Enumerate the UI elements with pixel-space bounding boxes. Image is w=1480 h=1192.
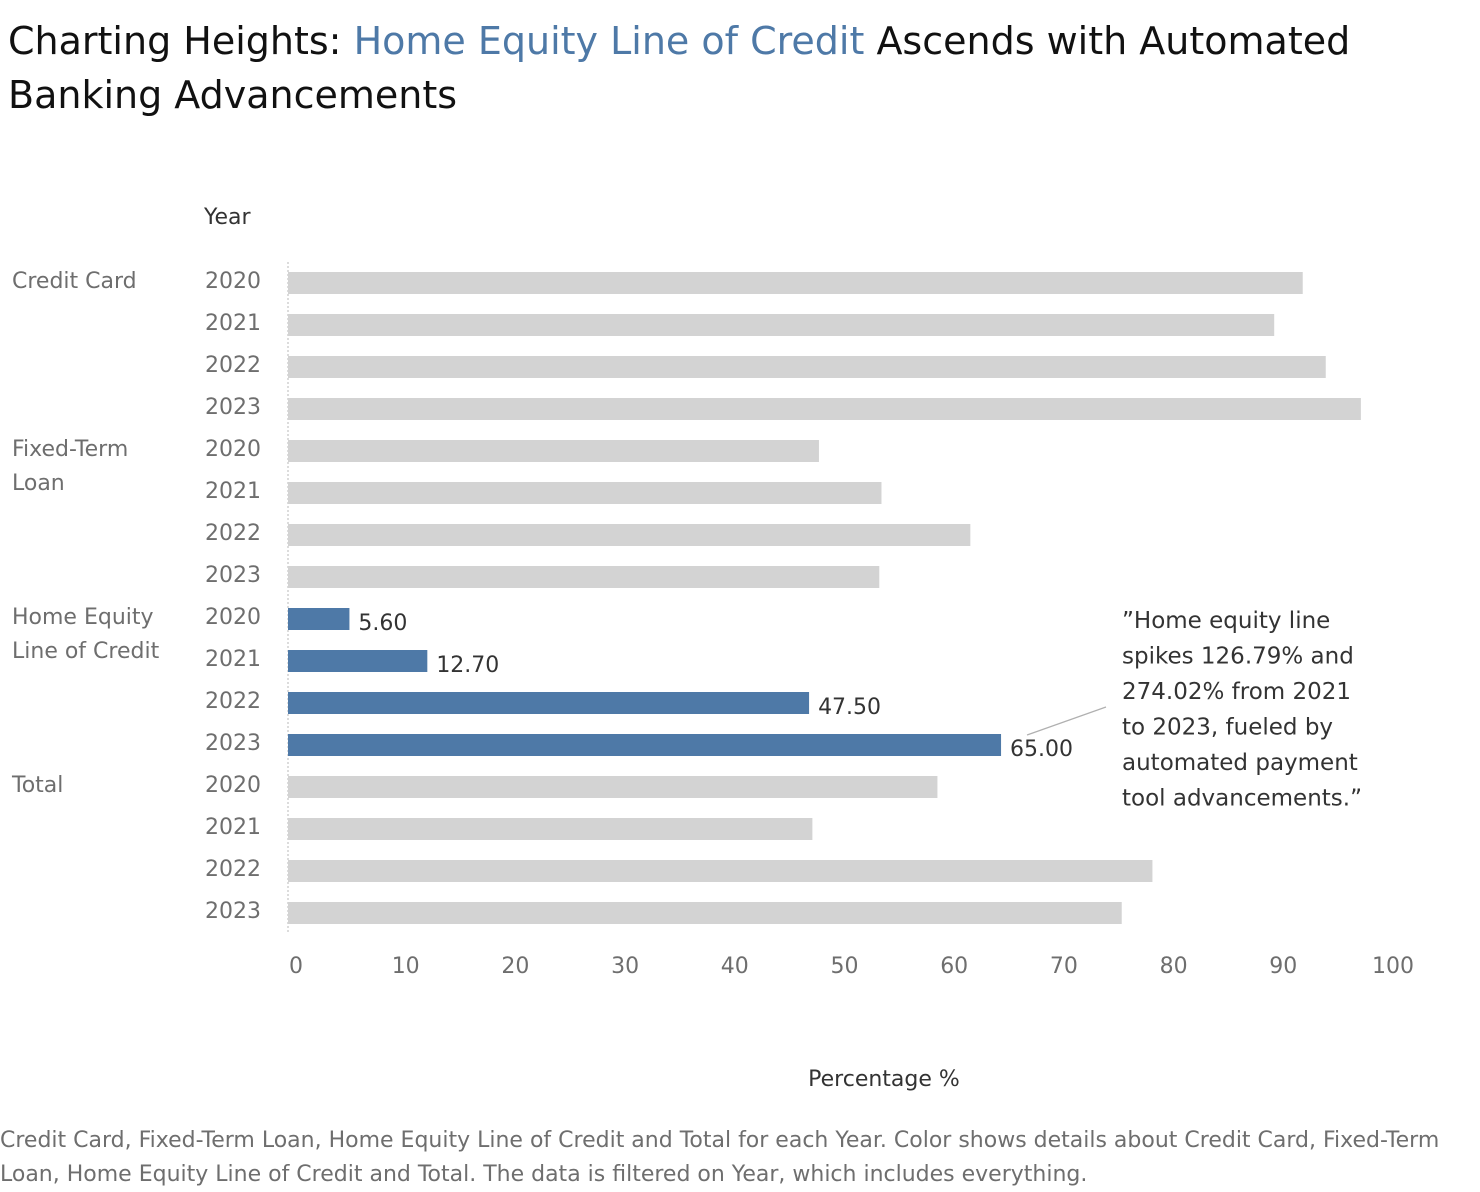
chart-caption: Credit Card, Fixed-Term Loan, Home Equit… <box>0 1128 1440 1187</box>
x-tick-label: 40 <box>721 954 749 979</box>
bar <box>288 902 1122 924</box>
data-label: 65.00 <box>1010 737 1073 762</box>
group-label: Home Equity Line of Credit <box>12 605 160 664</box>
bar-chart: Year Credit Card 2020 2021 2022 2023 Fixed-Ter… <box>11 205 1414 1092</box>
year-label: 2023 <box>205 395 261 420</box>
title-highlight: Home Equity Line of Credit <box>353 19 865 63</box>
bar <box>288 524 971 546</box>
bar <box>288 818 813 840</box>
bar <box>288 398 1361 420</box>
annotation-text: ”Home equity line spikes 126.79% and 274.0… <box>1122 608 1362 812</box>
year-label: 2022 <box>205 857 261 882</box>
year-label: 2021 <box>205 815 261 840</box>
bar-highlight <box>288 734 1002 756</box>
bar <box>288 776 938 798</box>
title-part-1: Charting Heights: <box>8 19 354 63</box>
row-header-label: Year <box>203 205 252 230</box>
group-label: Credit Card <box>12 269 137 294</box>
bar <box>288 356 1326 378</box>
bar <box>288 482 882 504</box>
x-tick-label: 30 <box>611 954 639 979</box>
year-label: 2022 <box>205 521 261 546</box>
bar <box>288 860 1153 882</box>
bar-highlight <box>288 608 350 630</box>
year-label: 2020 <box>205 269 261 294</box>
year-label: 2023 <box>205 899 261 924</box>
bar <box>288 272 1303 294</box>
title-part-2: Ascends with Automated Banking Advanceme… <box>8 19 1351 117</box>
x-tick-label: 10 <box>392 954 420 979</box>
x-tick-label: 80 <box>1160 954 1188 979</box>
year-label: 2021 <box>205 311 261 336</box>
x-tick-label: 20 <box>501 954 529 979</box>
year-label: 2023 <box>205 731 261 756</box>
year-label: 2020 <box>205 437 261 462</box>
year-label: 2020 <box>205 605 261 630</box>
bar <box>288 566 880 588</box>
year-label: 2020 <box>205 773 261 798</box>
x-tick-label: 100 <box>1372 954 1414 979</box>
chart-title: Charting Heights: Home Equity Line of Cr… <box>8 14 1448 122</box>
group-label: Total <box>11 773 63 798</box>
x-tick-label: 70 <box>1050 954 1078 979</box>
bar-highlight <box>288 692 810 714</box>
x-axis-title: Percentage % <box>808 1067 960 1092</box>
year-label: 2021 <box>205 647 261 672</box>
bar <box>288 440 819 462</box>
year-label: 2023 <box>205 563 261 588</box>
group-label: Fixed-Term Loan <box>12 437 128 496</box>
year-label: 2022 <box>205 689 261 714</box>
bar-highlight <box>288 650 428 672</box>
year-label: 2022 <box>205 353 261 378</box>
annotation-connector <box>1026 706 1107 736</box>
year-label: 2021 <box>205 479 261 504</box>
data-label: 12.70 <box>436 653 499 678</box>
data-label: 47.50 <box>818 695 881 720</box>
x-tick-label: 50 <box>831 954 859 979</box>
x-tick-label: 60 <box>940 954 968 979</box>
bar <box>288 314 1275 336</box>
x-tick-label: 0 <box>289 954 303 979</box>
x-tick-label: 90 <box>1269 954 1297 979</box>
data-label: 5.60 <box>358 611 407 636</box>
